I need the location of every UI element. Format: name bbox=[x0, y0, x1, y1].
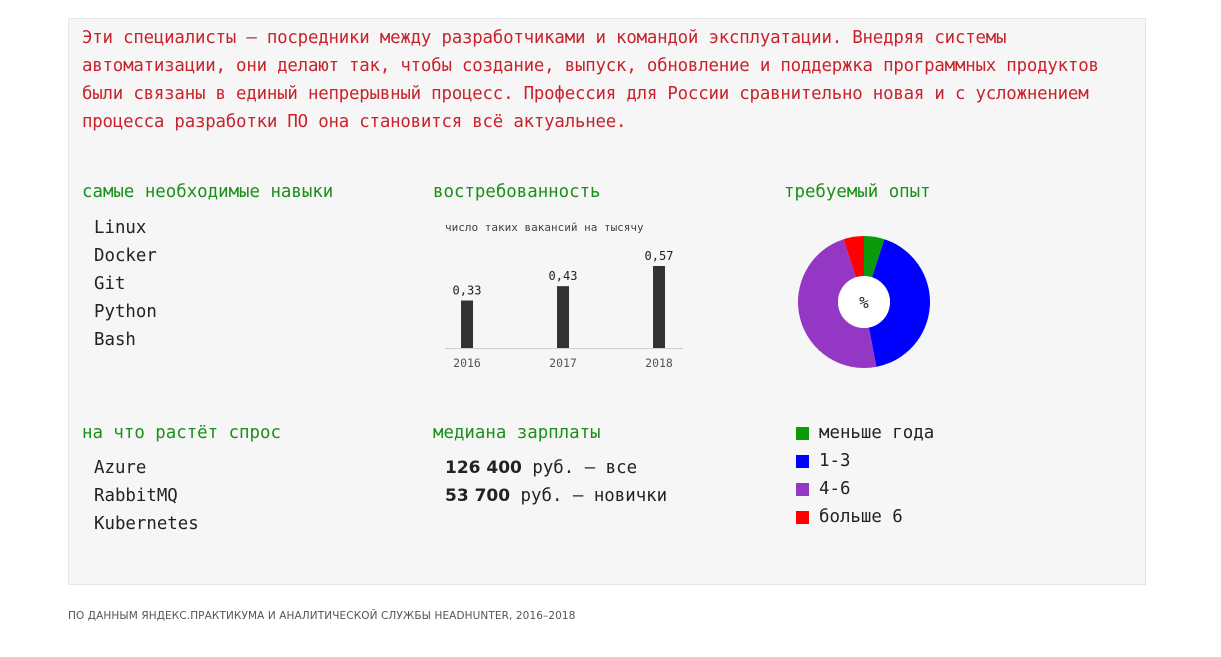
legend-swatch bbox=[796, 482, 809, 496]
skill-item: Git bbox=[94, 274, 126, 294]
legend-swatch bbox=[796, 426, 809, 440]
bar bbox=[461, 300, 473, 348]
skill-item: Bash bbox=[94, 330, 136, 350]
intro-text: Эти специалисты — посредники между разра… bbox=[82, 28, 1099, 132]
legend-item: 1-3 bbox=[796, 447, 934, 475]
donut-hole bbox=[838, 276, 890, 328]
x-tick-label: 2018 bbox=[645, 356, 673, 370]
legend-item: больше 6 bbox=[796, 503, 934, 531]
bar bbox=[557, 286, 569, 348]
pie-slice bbox=[797, 239, 877, 368]
legend-label: больше 6 bbox=[819, 507, 903, 527]
growing-list: Azure RabbitMQ Kubernetes bbox=[94, 454, 199, 538]
infocard: Эти специалисты — посредники между разра… bbox=[68, 18, 1146, 585]
legend-label: 1-3 bbox=[819, 451, 851, 471]
legend-label: меньше года bbox=[819, 423, 935, 443]
bar-value-label: 0,57 bbox=[645, 249, 674, 263]
skills-list: Linux Docker Git Python Bash bbox=[94, 214, 157, 354]
growing-item: Kubernetes bbox=[94, 514, 199, 534]
skills-title: самые необходимые навыки bbox=[82, 182, 334, 202]
salary-list: 126 400 руб. — все 53 700 руб. — новички bbox=[445, 454, 667, 510]
pie-slice bbox=[864, 236, 885, 278]
legend-item: меньше года bbox=[796, 419, 934, 447]
legend-swatch bbox=[796, 454, 809, 468]
salary-title: медиана зарплаты bbox=[433, 423, 601, 443]
experience-title: требуемый опыт bbox=[784, 182, 931, 202]
bar-chart-svg: число таких вакансий на тысячу 0,33 2016 0,… bbox=[445, 221, 683, 370]
growing-title: на что растёт спрос bbox=[82, 423, 281, 443]
chart-title: число таких вакансий на тысячу bbox=[445, 221, 644, 234]
donut-chart-svg: % bbox=[797, 236, 930, 368]
experience-donut-chart: % bbox=[794, 232, 934, 376]
growing-item: Azure bbox=[94, 458, 147, 478]
x-tick-label: 2016 bbox=[453, 356, 481, 370]
pie-slice bbox=[868, 239, 930, 367]
donut-center-label: % bbox=[859, 293, 869, 312]
bar bbox=[653, 266, 665, 348]
skill-item: Docker bbox=[94, 246, 157, 266]
experience-legend: меньше года 1-3 4-6 больше 6 bbox=[796, 419, 934, 531]
legend-item: 4-6 bbox=[796, 475, 934, 503]
salary-text: руб. — все bbox=[521, 458, 638, 478]
salary-value: 53 700 bbox=[445, 486, 511, 506]
bar-value-label: 0,43 bbox=[549, 269, 578, 283]
x-tick-label: 2017 bbox=[549, 356, 577, 370]
salary-text: руб. — новички bbox=[510, 486, 668, 506]
salary-row: 126 400 руб. — все bbox=[445, 454, 667, 482]
pie-slice bbox=[843, 236, 864, 278]
skill-item: Python bbox=[94, 302, 157, 322]
source-note: ПО ДАННЫМ ЯНДЕКС.ПРАКТИКУМА И АНАЛИТИЧЕС… bbox=[68, 610, 576, 622]
demand-title: востребованность bbox=[433, 182, 601, 202]
legend-label: 4-6 bbox=[819, 479, 851, 499]
salary-value: 126 400 bbox=[445, 458, 522, 478]
salary-row: 53 700 руб. — новички bbox=[445, 482, 667, 510]
skill-item: Linux bbox=[94, 218, 147, 238]
legend-swatch bbox=[796, 510, 809, 524]
bar-value-label: 0,33 bbox=[453, 284, 482, 298]
growing-item: RabbitMQ bbox=[94, 486, 178, 506]
demand-bar-chart: число таких вакансий на тысячу 0,33 2016 0,… bbox=[433, 217, 693, 381]
